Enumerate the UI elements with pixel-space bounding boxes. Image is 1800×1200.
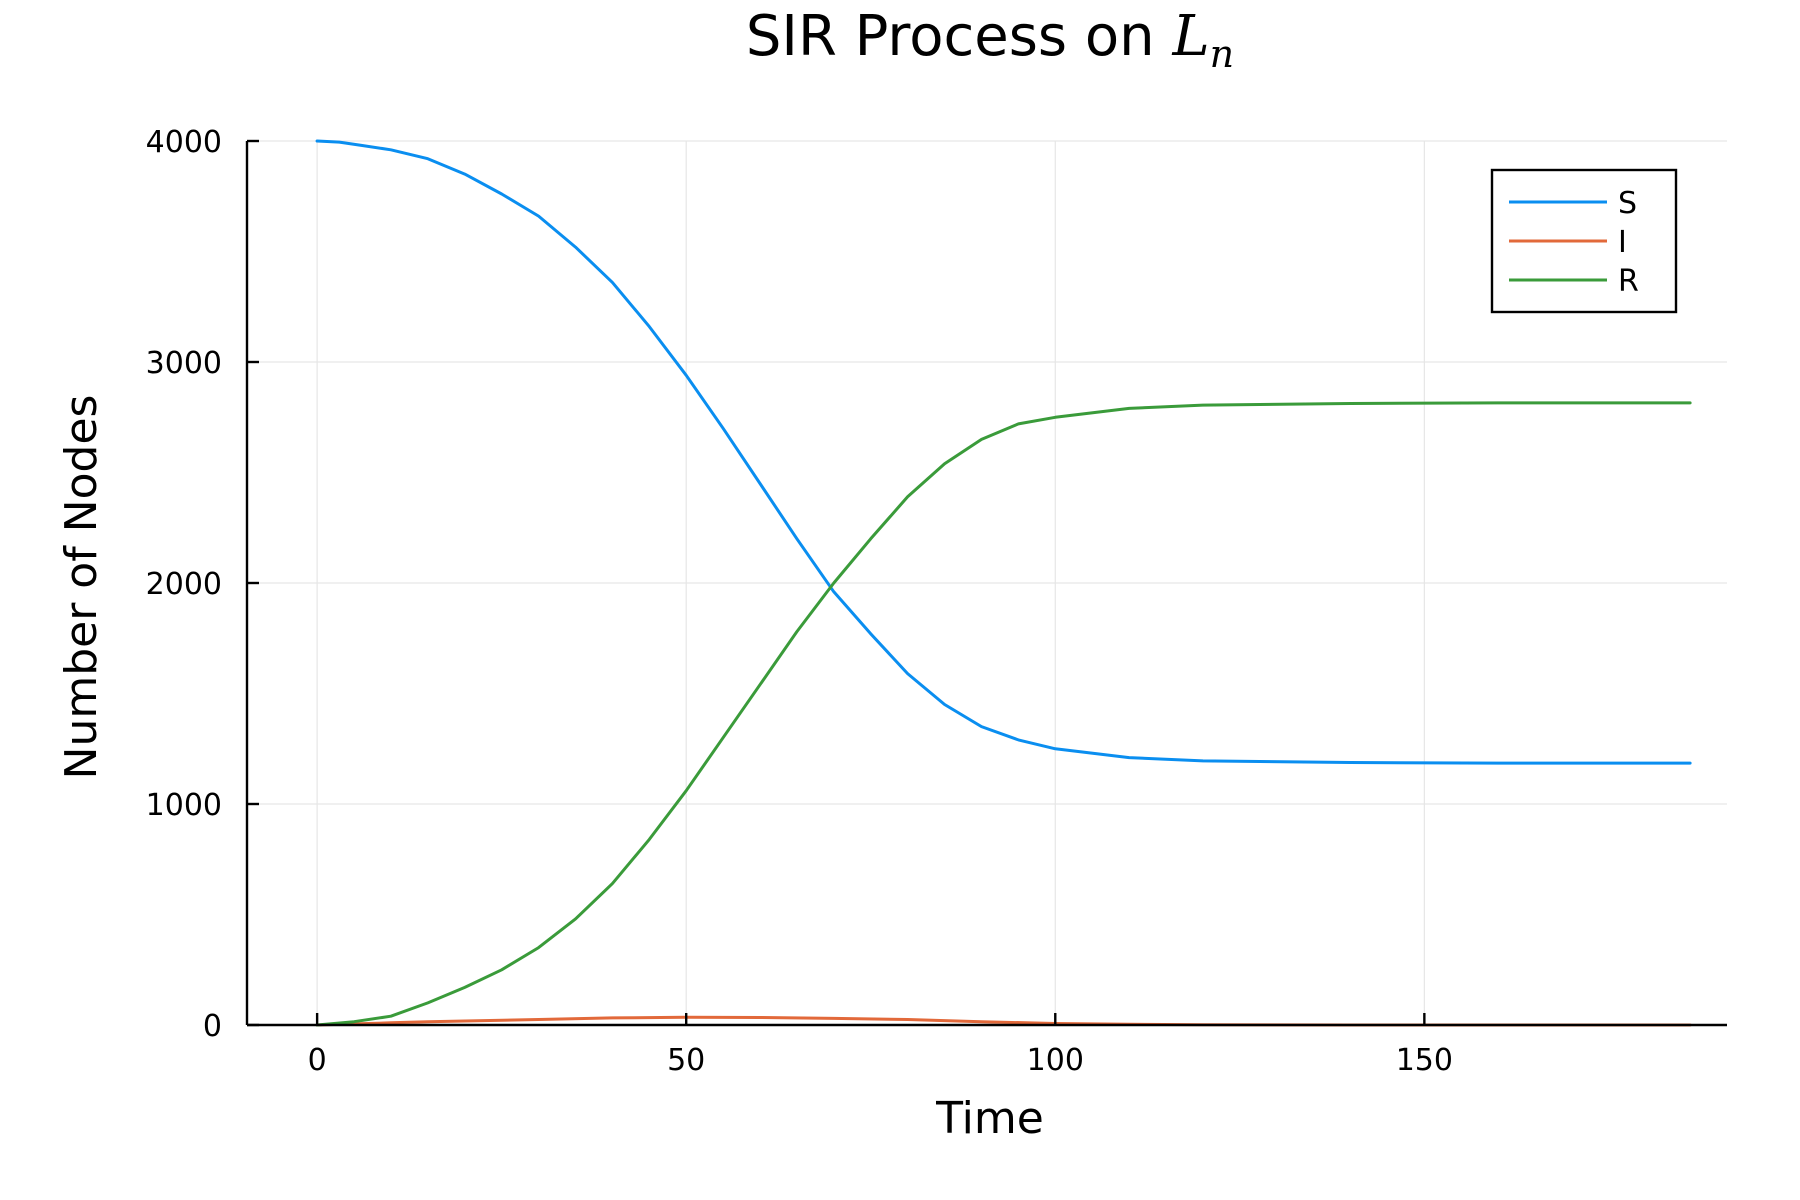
- series-line-s: [315, 139, 1692, 765]
- series-line-r: [315, 401, 1692, 1027]
- x-tick-label: 0: [308, 1043, 327, 1078]
- chart-title-math-sub: n: [1210, 32, 1234, 76]
- y-tick-label: 4000: [146, 125, 222, 160]
- y-tick-label: 0: [203, 1009, 222, 1044]
- chart-title-text: SIR Process on: [746, 4, 1173, 69]
- x-axis-title: Time: [935, 1093, 1044, 1144]
- x-tick-label: 150: [1396, 1043, 1453, 1078]
- y-tick-label: 2000: [146, 567, 222, 602]
- y-axis-title: Number of Nodes: [56, 395, 107, 780]
- x-tick-label: 100: [1027, 1043, 1084, 1078]
- x-tick-label: 50: [667, 1043, 705, 1078]
- chart-title: SIR Process on Ln: [746, 4, 1234, 76]
- legend-label-i: I: [1618, 225, 1627, 260]
- legend-label-s: S: [1618, 186, 1637, 221]
- tick-labels: 0 50 100 150 0 1000 2000 3000 4000: [146, 125, 1453, 1078]
- y-tick-label: 3000: [146, 346, 222, 381]
- legend-label-r: R: [1618, 264, 1639, 299]
- axes: [245, 139, 1727, 1027]
- chart-title-math-base: L: [1171, 4, 1209, 69]
- legend: SIR: [1490, 168, 1678, 314]
- y-tick-label: 1000: [146, 788, 222, 823]
